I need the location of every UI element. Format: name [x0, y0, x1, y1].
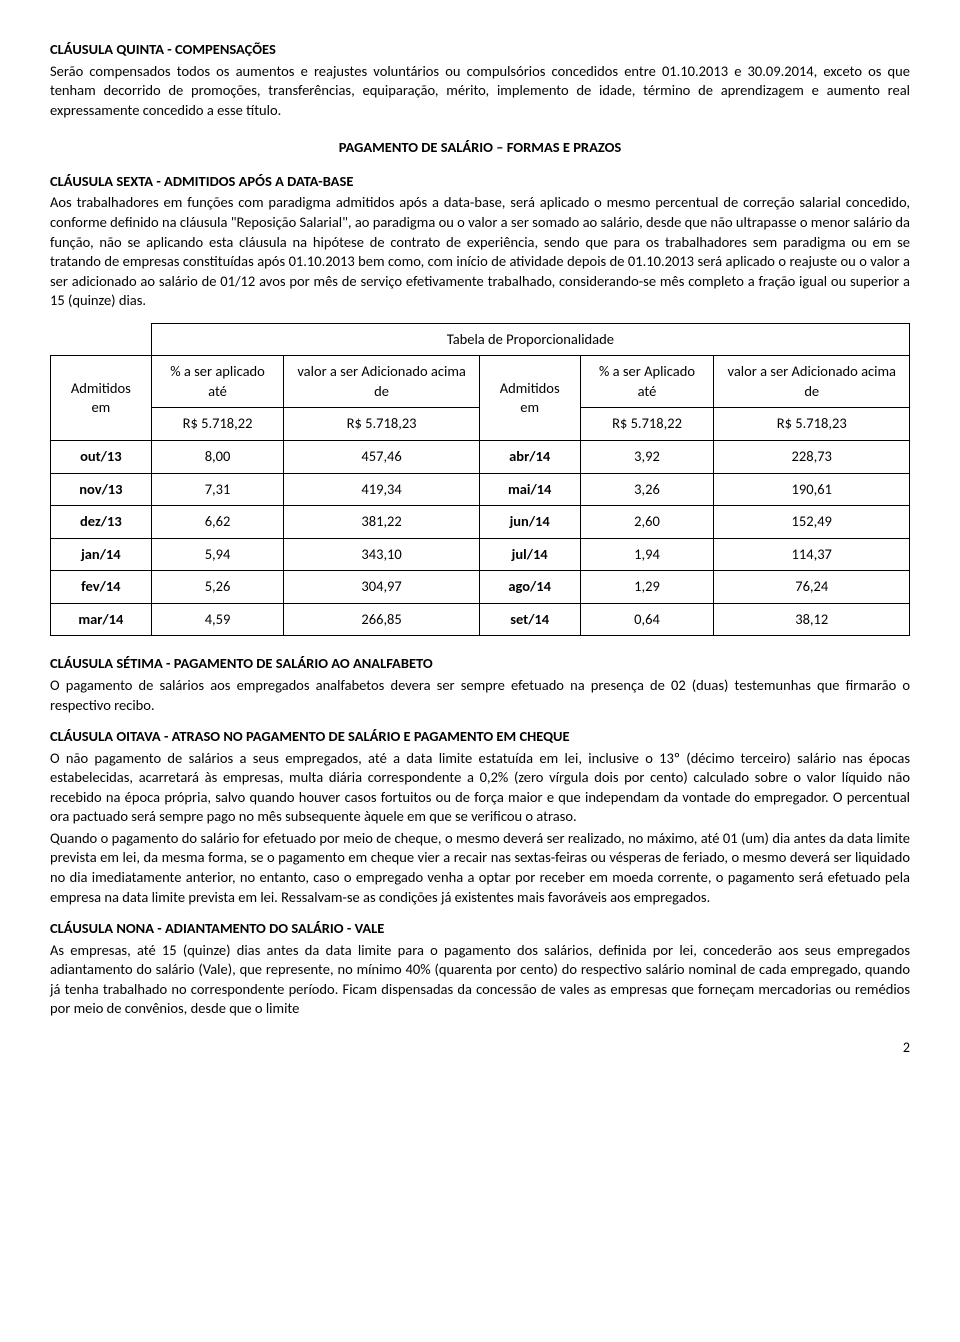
clause-6-body: Aos trabalhadores em funções com paradig…	[50, 193, 910, 310]
table-cell: 343,10	[284, 538, 479, 571]
th-val-1: valor a ser Adicionado acima de	[284, 356, 479, 408]
table-cell: fev/14	[51, 571, 152, 604]
clause-9-title: CLÁUSULA NONA - ADIANTAMENTO DO SALÁRIO …	[50, 919, 910, 939]
clause-8-p1: O não pagamento de salários a seus empre…	[50, 749, 910, 827]
th-ref-2b: R$ 5.718,23	[714, 408, 910, 441]
clause-7-title: CLÁUSULA SÉTIMA - PAGAMENTO DE SALÁRIO A…	[50, 654, 910, 674]
table-cell: 6,62	[151, 506, 284, 539]
table-cell: 3,92	[580, 441, 714, 474]
table-cell: 419,34	[284, 473, 479, 506]
th-val-2: valor a ser Adicionado acima de	[714, 356, 910, 408]
table-cell: 381,22	[284, 506, 479, 539]
table-cell: 1,94	[580, 538, 714, 571]
clause-5-body: Serão compensados todos os aumentos e re…	[50, 62, 910, 121]
table-cell: mai/14	[479, 473, 580, 506]
table-cell: 38,12	[714, 603, 910, 636]
table-cell: 114,37	[714, 538, 910, 571]
clause-8-p2: Quando o pagamento do salário for efetua…	[50, 829, 910, 907]
clause-6-title: CLÁUSULA SEXTA - ADMITIDOS APÓS A DATA-B…	[50, 172, 910, 192]
table-cell: dez/13	[51, 506, 152, 539]
section-pay-title: PAGAMENTO DE SALÁRIO – FORMAS E PRAZOS	[50, 138, 910, 158]
proportionality-table: Tabela de Proporcionalidade Admitidos em…	[50, 323, 910, 637]
table-cell: jul/14	[479, 538, 580, 571]
clause-9-body: As empresas, até 15 (quinze) dias antes …	[50, 941, 910, 1019]
table-cell: 152,49	[714, 506, 910, 539]
table-cell: 4,59	[151, 603, 284, 636]
page-number: 2	[50, 1039, 910, 1058]
table-cell: jun/14	[479, 506, 580, 539]
table-cell: 190,61	[714, 473, 910, 506]
table-cell: ago/14	[479, 571, 580, 604]
th-pct-1: % a ser aplicado até	[151, 356, 284, 408]
table-cell: 304,97	[284, 571, 479, 604]
table-cell: 5,26	[151, 571, 284, 604]
clause-5-title: CLÁUSULA QUINTA - COMPENSAÇÕES	[50, 40, 910, 60]
table-cell: mar/14	[51, 603, 152, 636]
clause-8-title: CLÁUSULA OITAVA - ATRASO NO PAGAMENTO DE…	[50, 727, 910, 747]
table-cell: 76,24	[714, 571, 910, 604]
th-ref-1a: R$ 5.718,22	[151, 408, 284, 441]
table-cell: 228,73	[714, 441, 910, 474]
th-ref-2a: R$ 5.718,22	[580, 408, 714, 441]
table-cell: 3,26	[580, 473, 714, 506]
th-pct-2: % a ser Aplicado até	[580, 356, 714, 408]
table-cell: 1,29	[580, 571, 714, 604]
table-cell: 5,94	[151, 538, 284, 571]
clause-7-body: O pagamento de salários aos empregados a…	[50, 676, 910, 715]
table-cell: abr/14	[479, 441, 580, 474]
table-cell: set/14	[479, 603, 580, 636]
table-cell: nov/13	[51, 473, 152, 506]
table-cell: 8,00	[151, 441, 284, 474]
table-cell: 2,60	[580, 506, 714, 539]
table-caption: Tabela de Proporcionalidade	[151, 323, 909, 356]
th-ref-1b: R$ 5.718,23	[284, 408, 479, 441]
th-admitidos-1: Admitidos em	[51, 356, 152, 441]
table-cell: jan/14	[51, 538, 152, 571]
table-cell: 7,31	[151, 473, 284, 506]
th-admitidos-2: Admitidos em	[479, 356, 580, 441]
table-cell: 0,64	[580, 603, 714, 636]
table-cell: 266,85	[284, 603, 479, 636]
table-cell: 457,46	[284, 441, 479, 474]
table-cell: out/13	[51, 441, 152, 474]
